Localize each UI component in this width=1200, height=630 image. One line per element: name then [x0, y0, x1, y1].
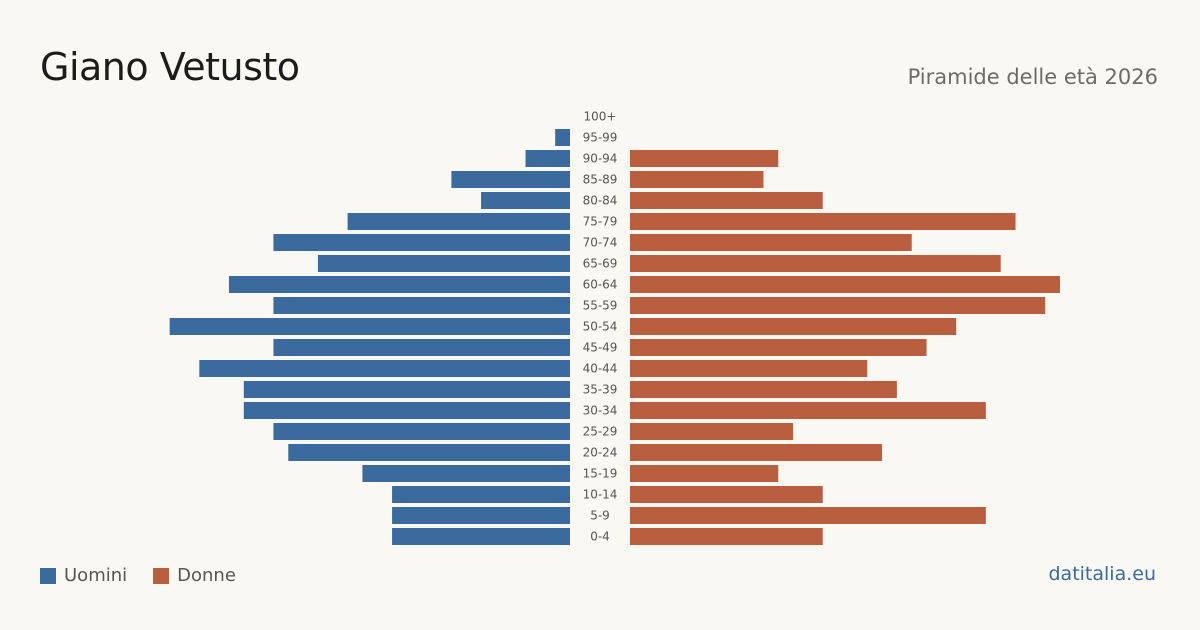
bar-men-90-94 [525, 150, 570, 167]
bar-women-15-19 [630, 465, 779, 482]
age-label-0-4: 0-4 [590, 530, 610, 544]
legend-label-men: Uomini [64, 565, 128, 586]
age-label-20-24: 20-24 [583, 446, 618, 460]
age-label-30-34: 30-34 [583, 404, 618, 418]
bar-men-10-14 [392, 486, 570, 503]
bar-women-85-89 [630, 171, 764, 188]
bar-men-30-34 [243, 402, 571, 419]
bar-women-5-9 [630, 507, 986, 524]
age-label-60-64: 60-64 [583, 278, 618, 292]
age-label-15-19: 15-19 [583, 467, 618, 481]
age-label-70-74: 70-74 [583, 236, 618, 250]
bar-men-85-89 [451, 171, 570, 188]
age-label-100+: 100+ [584, 110, 617, 124]
age-label-40-44: 40-44 [583, 362, 618, 376]
bar-women-80-84 [630, 192, 823, 209]
legend-swatch-men [40, 567, 56, 584]
bar-women-0-4 [630, 528, 823, 545]
bar-women-40-44 [630, 360, 868, 377]
bar-women-60-64 [630, 276, 1060, 293]
age-label-45-49: 45-49 [583, 341, 618, 355]
age-label-5-9: 5-9 [590, 509, 610, 523]
bar-men-20-24 [288, 444, 570, 461]
chart-title: Giano Vetusto [40, 45, 300, 89]
bar-women-10-14 [630, 486, 823, 503]
age-label-55-59: 55-59 [583, 299, 618, 313]
legend-label-women: Donne [177, 565, 236, 586]
bar-men-80-84 [481, 192, 570, 209]
bar-men-5-9 [392, 507, 570, 524]
bar-men-25-29 [273, 423, 570, 440]
bar-men-60-64 [228, 276, 570, 293]
bar-women-20-24 [630, 444, 883, 461]
bar-women-25-29 [630, 423, 794, 440]
bar-men-0-4 [392, 528, 570, 545]
bar-women-55-59 [630, 297, 1046, 314]
age-label-35-39: 35-39 [583, 383, 618, 397]
bar-women-70-74 [630, 234, 912, 251]
bar-men-50-54 [169, 318, 571, 335]
legend-item-men: Uomini [40, 565, 127, 586]
bar-women-75-79 [630, 213, 1016, 230]
legend-swatch-women [153, 567, 170, 584]
bar-women-50-54 [630, 318, 957, 335]
age-label-85-89: 85-89 [583, 173, 618, 187]
age-label-75-79: 75-79 [583, 215, 618, 229]
bar-men-15-19 [362, 465, 570, 482]
bar-men-40-44 [199, 360, 570, 377]
legend-item-women: Donne [153, 565, 236, 586]
age-label-95-99: 95-99 [583, 131, 618, 145]
bar-women-30-34 [630, 402, 986, 419]
age-label-10-14: 10-14 [583, 488, 618, 502]
bar-men-65-69 [317, 255, 570, 272]
bar-women-35-39 [630, 381, 897, 398]
bar-women-90-94 [630, 150, 779, 167]
bar-men-45-49 [273, 339, 570, 356]
age-label-80-84: 80-84 [583, 194, 618, 208]
bar-women-65-69 [630, 255, 1001, 272]
bar-women-45-49 [630, 339, 927, 356]
chart-subtitle: Piramide delle età 2026 [907, 65, 1158, 89]
bar-men-35-39 [243, 381, 571, 398]
bar-men-75-79 [347, 213, 570, 230]
age-label-65-69: 65-69 [583, 257, 618, 271]
bar-men-55-59 [273, 297, 570, 314]
bar-men-95-99 [555, 129, 570, 146]
age-label-50-54: 50-54 [583, 320, 618, 334]
legend: Uomini Donne [40, 565, 262, 586]
age-label-25-29: 25-29 [583, 425, 618, 439]
age-label-90-94: 90-94 [583, 152, 618, 166]
source-link[interactable]: datitalia.eu [1048, 563, 1157, 585]
bar-men-70-74 [273, 234, 570, 251]
